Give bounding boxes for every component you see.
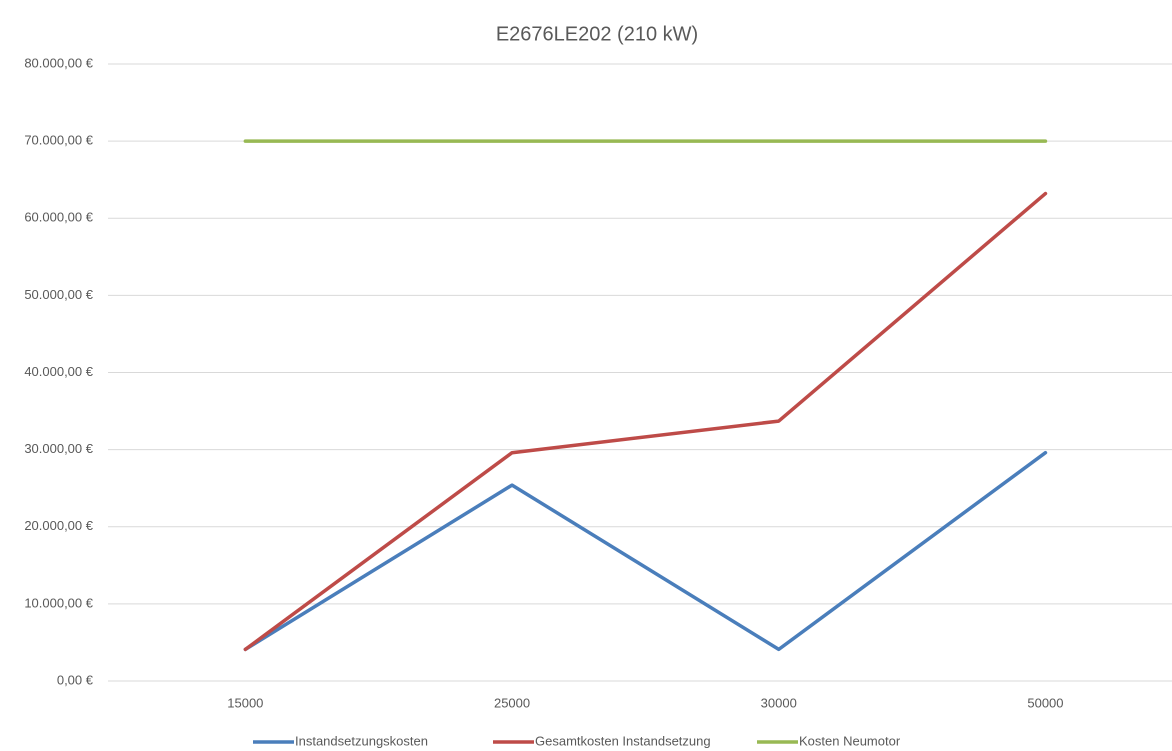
x-tick-label: 50000 <box>1027 695 1063 710</box>
y-tick-label: 40.000,00 € <box>24 364 93 379</box>
x-tick-label: 15000 <box>227 695 263 710</box>
legend-label: Gesamtkosten Instandsetzung <box>535 733 711 748</box>
y-tick-label: 60.000,00 € <box>24 210 93 225</box>
y-tick-label: 0,00 € <box>57 672 94 687</box>
y-tick-label: 70.000,00 € <box>24 133 93 148</box>
y-tick-label: 30.000,00 € <box>24 441 93 456</box>
series-line <box>243 191 1048 652</box>
legend-label: Instandsetzungskosten <box>295 733 428 748</box>
chart-title: E2676LE202 (210 kW) <box>496 23 698 45</box>
y-tick-label: 80.000,00 € <box>24 55 93 70</box>
series-line <box>243 450 1048 652</box>
x-tick-label: 25000 <box>494 695 530 710</box>
legend-label: Kosten Neumotor <box>799 733 901 748</box>
y-tick-label: 20.000,00 € <box>24 518 93 533</box>
x-tick-label: 30000 <box>761 695 797 710</box>
y-tick-label: 50.000,00 € <box>24 287 93 302</box>
y-tick-label: 10.000,00 € <box>24 595 93 610</box>
